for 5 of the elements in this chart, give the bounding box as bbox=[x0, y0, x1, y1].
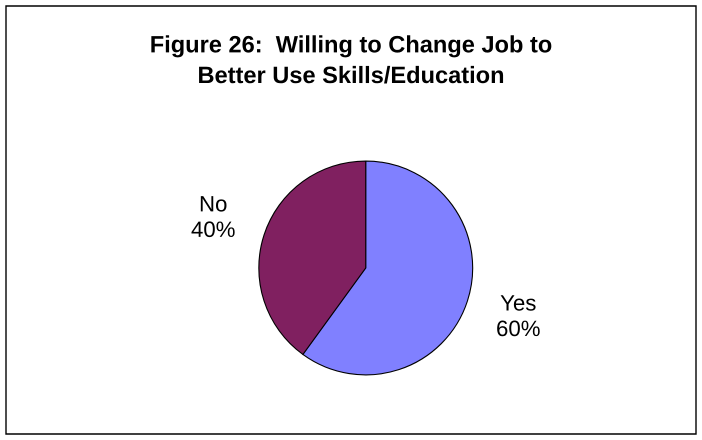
data-label: 60% bbox=[497, 320, 540, 336]
chart-title: Figure 26: Willing to Change Job to Better Use Skills/Education bbox=[151, 35, 552, 84]
data-label: 40% bbox=[191, 221, 235, 238]
slice-label: Yes bbox=[500, 295, 536, 311]
slice-label: No bbox=[200, 196, 226, 212]
